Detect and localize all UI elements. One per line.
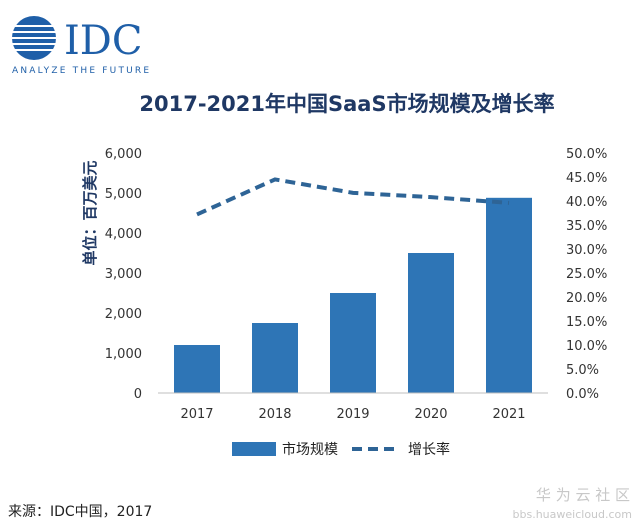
- growth-rate-line: [196, 177, 510, 217]
- y2-tick-label: 15.0%: [566, 315, 607, 330]
- bar-series: [174, 197, 532, 393]
- legend-swatch-bar: [232, 442, 276, 456]
- y2-tick-label: 5.0%: [566, 363, 599, 378]
- x-tick-label: 2021: [492, 407, 525, 422]
- y-tick-label: 6,000: [105, 147, 142, 162]
- legend: 市场规模 增长率: [232, 441, 450, 458]
- chart-title: 2017-2021年中国SaaS市场规模及增长率: [139, 92, 554, 116]
- y2-tick-label: 20.0%: [566, 291, 607, 306]
- y-tick-label: 4,000: [105, 227, 142, 242]
- y-tick-label: 0: [134, 387, 142, 402]
- x-tick-label: 2018: [258, 407, 291, 422]
- bar: [330, 293, 376, 393]
- watermark-sub: bbs.huaweicloud.com: [513, 508, 632, 521]
- idc-logo: IDC ANALYZE THE FUTURE: [12, 16, 151, 76]
- legend-label-line: 增长率: [408, 441, 450, 458]
- y2-tick-label: 35.0%: [566, 219, 607, 234]
- y2-tick-label: 45.0%: [566, 171, 607, 186]
- x-tick-label: 2019: [336, 407, 369, 422]
- y-tick-label: 3,000: [105, 267, 142, 282]
- y2-axis-ticks: 0.0% 5.0% 10.0% 15.0% 20.0% 25.0% 30.0% 35.0% 40…: [566, 147, 607, 402]
- y-tick-label: 1,000: [105, 347, 142, 362]
- bar: [486, 197, 532, 393]
- x-axis-ticks: 2017 2018 2019 2020 2021: [180, 407, 525, 422]
- bar: [408, 253, 454, 393]
- logo-brand: IDC: [64, 18, 142, 64]
- y2-tick-label: 40.0%: [566, 195, 607, 210]
- y-axis-label: 单位：百万美元: [81, 160, 99, 265]
- y2-tick-label: 0.0%: [566, 387, 599, 402]
- y-tick-label: 2,000: [105, 307, 142, 322]
- globe-icon: [12, 16, 56, 60]
- bar: [174, 345, 220, 393]
- logo-tagline: ANALYZE THE FUTURE: [12, 66, 151, 76]
- x-tick-label: 2017: [180, 407, 213, 422]
- legend-label-bar: 市场规模: [282, 441, 338, 458]
- y2-tick-label: 25.0%: [566, 267, 607, 282]
- bar: [252, 323, 298, 393]
- y2-tick-label: 50.0%: [566, 147, 607, 162]
- y2-tick-label: 30.0%: [566, 243, 607, 258]
- y-axis-ticks: 0 1,000 2,000 3,000 4,000 5,000 6,000: [105, 147, 142, 402]
- y-tick-label: 5,000: [105, 187, 142, 202]
- source-note: 来源：IDC中国，2017: [8, 504, 152, 520]
- y2-tick-label: 10.0%: [566, 339, 607, 354]
- watermark: 华 为 云 社 区 bbs.huaweicloud.com: [513, 486, 632, 521]
- watermark-main: 华 为 云 社 区: [536, 486, 630, 504]
- x-tick-label: 2020: [414, 407, 447, 422]
